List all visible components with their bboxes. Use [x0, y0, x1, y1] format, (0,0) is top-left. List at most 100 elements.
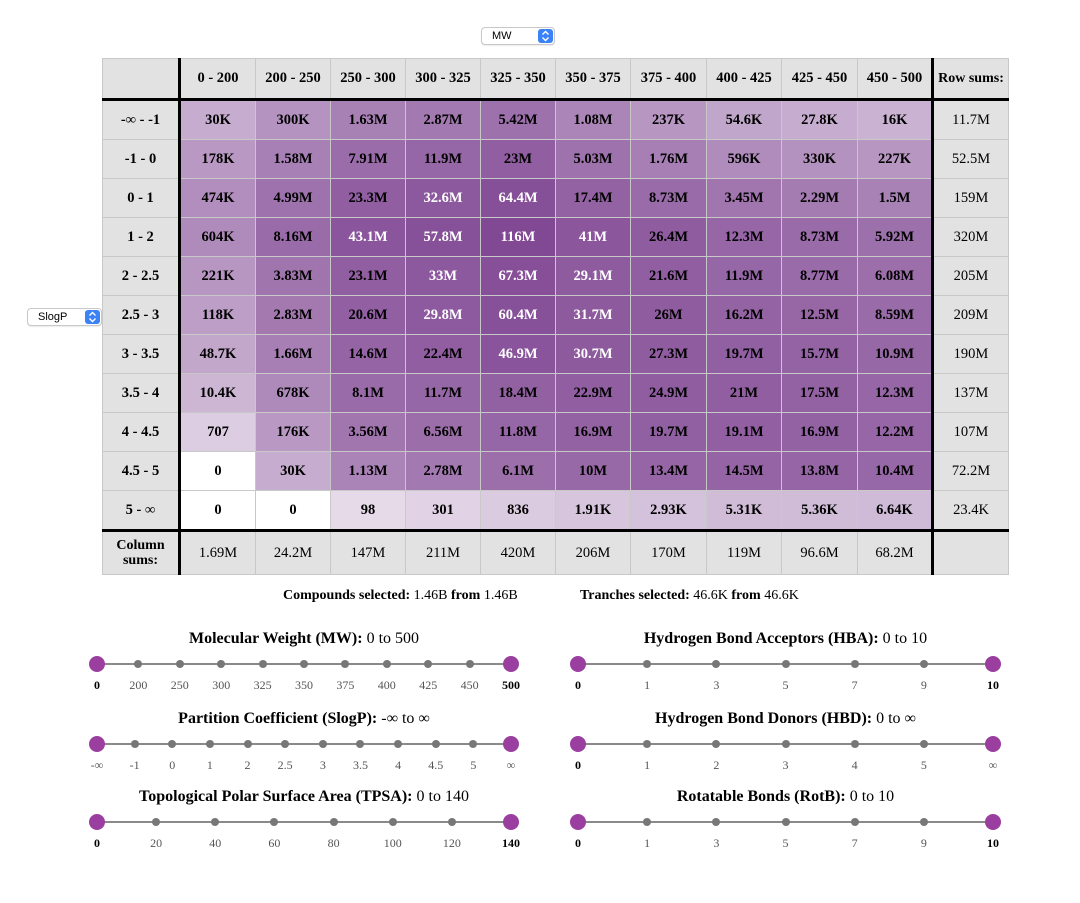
tranche-cell[interactable]: 0 [255, 490, 331, 532]
tranche-cell[interactable]: 8.16M [255, 217, 331, 257]
row-header[interactable]: 3.5 - 4 [102, 373, 181, 413]
slider-stop[interactable] [134, 660, 143, 668]
tranche-cell[interactable]: 8.73M [781, 217, 858, 257]
tranche-cell[interactable]: 176K [255, 412, 331, 452]
tranche-cell[interactable]: 7.91M [330, 139, 406, 179]
row-header[interactable]: -∞ - -1 [102, 99, 181, 140]
tranche-cell[interactable]: 13.8M [781, 451, 858, 491]
tranche-cell[interactable]: 13.4M [630, 451, 707, 491]
tranche-cell[interactable]: 116M [480, 217, 556, 257]
tranche-cell[interactable]: 707 [179, 412, 256, 452]
tranche-cell[interactable]: 22.4M [405, 334, 481, 374]
tranche-cell[interactable]: 6.64K [857, 490, 934, 532]
tranche-cell[interactable]: 30K [179, 99, 256, 140]
column-header[interactable]: 425 - 450 [781, 58, 858, 101]
slider-min-handle[interactable] [89, 656, 105, 672]
tranche-cell[interactable]: 46.9M [480, 334, 556, 374]
tranche-cell[interactable]: 21M [706, 373, 782, 413]
tranche-cell[interactable]: 15.7M [781, 334, 858, 374]
slider-stop[interactable] [356, 740, 365, 748]
tranche-cell[interactable]: 3.83M [255, 256, 331, 296]
tranche-cell[interactable]: 10.9M [857, 334, 934, 374]
column-header[interactable]: 250 - 300 [330, 58, 406, 101]
tranche-cell[interactable]: 10.4K [179, 373, 256, 413]
slider-stop[interactable] [329, 818, 338, 826]
slider-stop[interactable] [168, 740, 177, 748]
tranche-cell[interactable]: 19.7M [706, 334, 782, 374]
slider-stop[interactable] [243, 740, 252, 748]
tranche-cell[interactable]: 1.66M [255, 334, 331, 374]
tranche-cell[interactable]: 32.6M [405, 178, 481, 218]
tranche-cell[interactable]: 14.5M [706, 451, 782, 491]
slider-stop[interactable] [643, 740, 652, 748]
tranche-cell[interactable]: 300K [255, 99, 331, 140]
tranche-cell[interactable]: 98 [330, 490, 406, 532]
slider-min-handle[interactable] [89, 814, 105, 830]
x-axis-select[interactable]: MW [481, 27, 555, 45]
slider-stop[interactable] [211, 818, 220, 826]
tranche-cell[interactable]: 27.8K [781, 99, 858, 140]
tranche-cell[interactable]: 474K [179, 178, 256, 218]
tranche-cell[interactable]: 14.6M [330, 334, 406, 374]
tranche-cell[interactable]: 4.99M [255, 178, 331, 218]
tranche-cell[interactable]: 16.2M [706, 295, 782, 335]
tranche-cell[interactable]: 1.58M [255, 139, 331, 179]
tranche-cell[interactable]: 6.08M [857, 256, 934, 296]
tranche-cell[interactable]: 5.92M [857, 217, 934, 257]
tranche-cell[interactable]: 2.93K [630, 490, 707, 532]
tranche-cell[interactable]: 10M [555, 451, 631, 491]
slider-stop[interactable] [258, 660, 267, 668]
tranche-cell[interactable]: 604K [179, 217, 256, 257]
tranche-cell[interactable]: 3.56M [330, 412, 406, 452]
slider-stop[interactable] [919, 740, 928, 748]
column-header[interactable]: 375 - 400 [630, 58, 707, 101]
tranche-cell[interactable]: 48.7K [179, 334, 256, 374]
tranche-cell[interactable]: 19.1M [706, 412, 782, 452]
tranche-cell[interactable]: 12.3M [857, 373, 934, 413]
tranche-cell[interactable]: 678K [255, 373, 331, 413]
tranche-cell[interactable]: 1.08M [555, 99, 631, 140]
y-axis-select[interactable]: SlogP [27, 308, 102, 326]
tranche-cell[interactable]: 11.9M [706, 256, 782, 296]
column-header[interactable]: 350 - 375 [555, 58, 631, 101]
tranche-cell[interactable]: 0 [179, 490, 256, 532]
tranche-cell[interactable]: 6.1M [480, 451, 556, 491]
tranche-cell[interactable]: 1.5M [857, 178, 934, 218]
tranche-cell[interactable]: 11.8M [480, 412, 556, 452]
slider-stop[interactable] [424, 660, 433, 668]
slider-stop[interactable] [281, 740, 290, 748]
slider-stop[interactable] [850, 740, 859, 748]
tranche-cell[interactable]: 12.2M [857, 412, 934, 452]
tranche-cell[interactable]: 27.3M [630, 334, 707, 374]
tranche-cell[interactable]: 54.6K [706, 99, 782, 140]
tranche-cell[interactable]: 5.36K [781, 490, 858, 532]
slider-max-handle[interactable] [503, 736, 519, 752]
slider-stop[interactable] [850, 660, 859, 668]
slider-min-handle[interactable] [570, 656, 586, 672]
row-header[interactable]: 5 - ∞ [102, 490, 181, 532]
slider-stop[interactable] [781, 740, 790, 748]
slider-stop[interactable] [712, 818, 721, 826]
slider-stop[interactable] [447, 818, 456, 826]
column-header[interactable]: 200 - 250 [255, 58, 331, 101]
slider-max-handle[interactable] [985, 814, 1001, 830]
slider-max-handle[interactable] [985, 656, 1001, 672]
tranche-cell[interactable]: 596K [706, 139, 782, 179]
slider-stop[interactable] [130, 740, 139, 748]
slider-max-handle[interactable] [985, 736, 1001, 752]
slider-max-handle[interactable] [503, 814, 519, 830]
tranche-cell[interactable]: 17.5M [781, 373, 858, 413]
tranche-cell[interactable]: 5.31K [706, 490, 782, 532]
tranche-cell[interactable]: 18.4M [480, 373, 556, 413]
tranche-cell[interactable]: 11.9M [405, 139, 481, 179]
tranche-cell[interactable]: 24.9M [630, 373, 707, 413]
tranche-cell[interactable]: 29.1M [555, 256, 631, 296]
slider-stop[interactable] [205, 740, 214, 748]
slider-stop[interactable] [850, 818, 859, 826]
row-header[interactable]: 2.5 - 3 [102, 295, 181, 335]
tranche-cell[interactable]: 3.45M [706, 178, 782, 218]
slider-stop[interactable] [431, 740, 440, 748]
row-header[interactable]: 4.5 - 5 [102, 451, 181, 491]
tranche-cell[interactable]: 22.9M [555, 373, 631, 413]
tranche-cell[interactable]: 2.78M [405, 451, 481, 491]
